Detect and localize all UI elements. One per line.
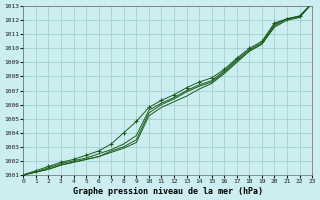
X-axis label: Graphe pression niveau de la mer (hPa): Graphe pression niveau de la mer (hPa): [73, 187, 263, 196]
